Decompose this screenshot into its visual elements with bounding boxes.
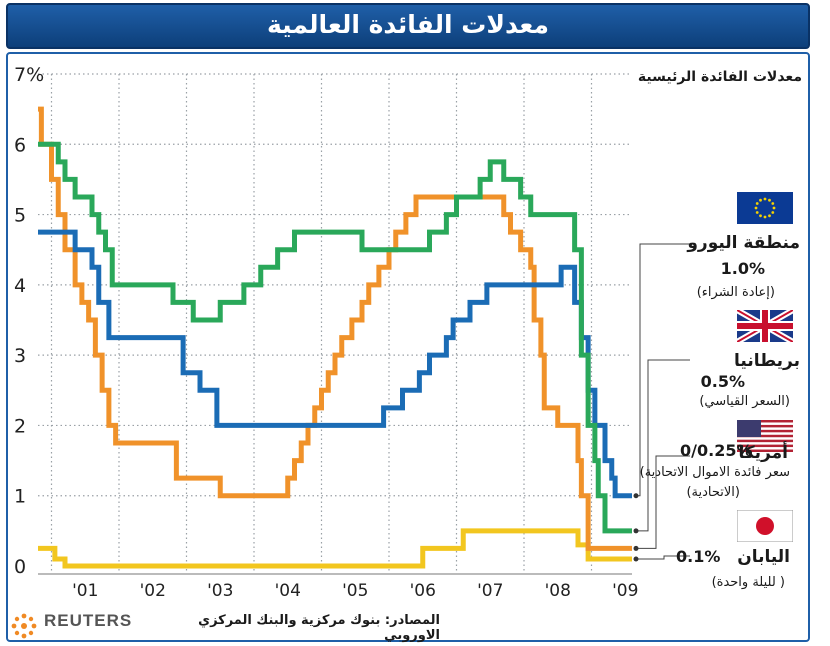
legend-uk-note: (السعر القياسي) <box>699 394 790 409</box>
legend-euro-note: (إعادة الشراء) <box>696 285 775 300</box>
eu-star <box>768 198 771 202</box>
eu-star <box>763 215 767 219</box>
leader-line <box>636 555 690 560</box>
x-tick-label: '05 <box>342 581 368 601</box>
series-line-1 <box>38 141 632 534</box>
legend-euro-name: منطقة اليورو <box>687 233 800 253</box>
us-stripe <box>737 424 793 428</box>
eu-star <box>755 211 759 214</box>
title-bar: معدلات الفائدة العالمية <box>6 3 810 49</box>
chart-title: معدلات الفائدة العالمية <box>266 10 550 39</box>
uk-flag-icon <box>737 310 793 342</box>
legend-us-name: أمريكا <box>738 443 788 463</box>
x-tick-label: '02 <box>140 581 166 601</box>
x-tick-label: '01 <box>72 581 98 601</box>
eu-star <box>754 206 758 210</box>
us-flag-icon <box>737 420 793 452</box>
eu-star <box>772 206 776 210</box>
eu-flag-icon <box>737 192 793 224</box>
legend-japan-note: ( لليلة واحدة) <box>711 575 785 590</box>
y-tick-label: 0 <box>14 556 26 578</box>
us-stripe <box>737 439 793 443</box>
reuters-brand: REUTERS <box>44 611 133 630</box>
us-stripe <box>737 429 793 433</box>
leader-line <box>636 359 690 532</box>
y-tick-label: 3 <box>14 345 26 367</box>
x-tick-label: '08 <box>545 581 571 601</box>
y-tick-label: 1 <box>14 486 26 508</box>
us-stripe <box>737 420 793 423</box>
eu-star <box>763 197 767 201</box>
y-tick-label: 5 <box>14 205 26 227</box>
series-line-2 <box>38 106 632 551</box>
japan-flag-icon <box>737 510 793 542</box>
y-tick-label: 2 <box>14 415 26 437</box>
series-line-3 <box>38 528 632 569</box>
leader-dot <box>633 545 639 551</box>
legend-us-rate: 0/0.25% <box>680 441 753 460</box>
legend-euro-rate: 1.0% <box>720 259 765 278</box>
x-tick-label: '03 <box>207 581 233 601</box>
legend-us-note: سعر فائدة الاموال الاتحادية) <box>639 465 790 480</box>
series-line-0 <box>38 229 632 499</box>
leader-line <box>636 455 690 549</box>
eu-star <box>768 214 771 218</box>
legend-uk-rate: 0.5% <box>700 372 745 391</box>
chart-panel <box>6 52 810 642</box>
us-stripe <box>737 449 793 452</box>
eu-star <box>759 198 762 202</box>
x-tick-label: '06 <box>410 581 436 601</box>
eu-star <box>771 202 775 205</box>
eu-star <box>755 202 759 205</box>
x-tick-label: '04 <box>275 581 301 601</box>
leader-dot <box>633 493 639 499</box>
x-tick-label: '09 <box>612 581 638 601</box>
legend-japan-name: اليابان <box>737 547 790 567</box>
us-stripe <box>737 444 793 448</box>
legend-uk-name: بريطانيا <box>734 351 800 371</box>
legend-header: معدلات الفائدة الرئيسية <box>637 69 802 85</box>
eu-star <box>771 211 775 214</box>
reuters-logo-icon <box>11 613 37 639</box>
leader-dot <box>633 528 639 534</box>
eu-star <box>759 214 762 218</box>
y-tick-label: 4 <box>14 275 26 297</box>
source-note: المصادر: بنوك مركزية والبنك المركزي الاو… <box>198 613 440 643</box>
y-tick-label: 6 <box>14 134 26 156</box>
leader-dot <box>633 556 639 562</box>
us-stripe <box>737 434 793 438</box>
y-tick-label: 7% <box>14 64 44 86</box>
x-tick-label: '07 <box>477 581 503 601</box>
legend-japan-rate: 0.1% <box>676 547 721 566</box>
legend-us-note2: (الاتحادية) <box>686 485 740 500</box>
